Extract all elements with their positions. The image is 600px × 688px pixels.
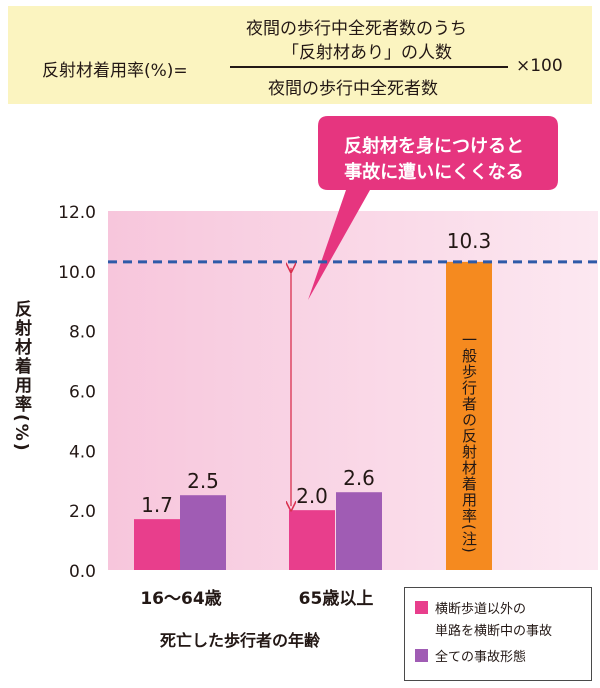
bar	[180, 495, 226, 570]
data-label: 10.3	[447, 229, 492, 253]
x-axis-categories: 16〜64歳 65歳以上	[140, 588, 373, 609]
y-tick-label: 0.0	[69, 562, 96, 582]
x-category-label: 16〜64歳	[140, 588, 221, 609]
orange-bar-label: 一般歩行者の反射材着用率(注)	[460, 332, 478, 554]
formula-box	[8, 6, 592, 104]
formula-lhs: 反射材着用率(%)=	[42, 61, 188, 81]
bar	[134, 519, 180, 570]
bar	[289, 510, 335, 570]
reference-line	[108, 260, 598, 506]
callout-line2: 事故に遭いにくくなる	[344, 162, 524, 183]
data-label: 2.5	[187, 469, 219, 493]
y-tick-label: 2.0	[69, 502, 96, 522]
y-tick-label: 12.0	[58, 203, 96, 223]
legend-label-pink-line1: 横断歩道以外の	[435, 602, 527, 617]
data-label: 1.7	[141, 493, 173, 517]
formula-numerator-line2: 「反射材あり」の人数	[282, 43, 452, 63]
bar-orange	[446, 261, 492, 570]
legend-swatch-purple	[415, 649, 428, 662]
data-label: 2.6	[343, 466, 375, 490]
data-labels: 1.7 2.5 2.0 2.6 10.3	[141, 229, 491, 517]
bars	[134, 261, 492, 570]
y-tick-label: 6.0	[69, 383, 96, 403]
legend-swatch-pink	[415, 601, 428, 614]
x-category-label: 65歳以上	[299, 588, 374, 609]
data-label: 2.0	[296, 484, 328, 508]
bar	[336, 492, 382, 570]
callout-bubble	[308, 116, 558, 300]
formula-fraction-bar	[230, 66, 508, 68]
formula-multiplier: ×100	[516, 56, 563, 76]
legend-label-pink-line2: 単路を横断中の事故	[435, 624, 553, 639]
x-axis-label: 死亡した歩行者の年齢	[160, 631, 321, 650]
y-tick-label: 4.0	[69, 442, 96, 462]
legend-label-purple: 全ての事故形態	[435, 650, 527, 665]
legend: 横断歩道以外の 単路を横断中の事故 全ての事故形態	[404, 587, 592, 681]
y-tick-label: 8.0	[69, 323, 96, 343]
callout-shape	[308, 116, 558, 300]
formula-denominator: 夜間の歩行中全死者数	[268, 79, 438, 99]
formula-numerator-line1: 夜間の歩行中全死者数のうち	[246, 19, 467, 39]
y-axis-label: 反射材着用率(%)	[11, 300, 31, 453]
callout-line1: 反射材を身につけると	[344, 136, 524, 157]
y-axis: 0.0 2.0 4.0 6.0 8.0 10.0 12.0	[58, 203, 96, 582]
y-tick-label: 10.0	[58, 263, 96, 283]
